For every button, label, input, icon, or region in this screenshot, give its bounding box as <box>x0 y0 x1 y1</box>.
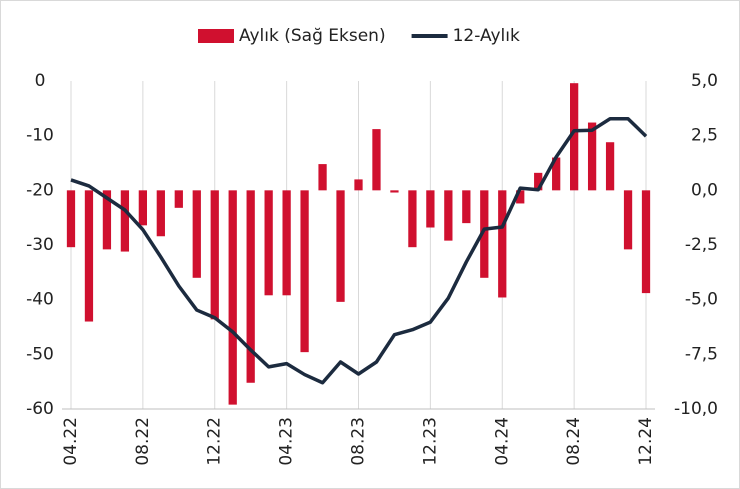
y-tick-label: -40 <box>26 290 54 310</box>
legend-label: Aylık (Sağ Eksen) <box>239 26 386 46</box>
y2-tick-label: 0,0 <box>691 180 718 200</box>
bar <box>426 190 435 228</box>
x-tick-label: 12.23 <box>420 417 440 466</box>
legend-label: 12-Aylık <box>453 26 520 46</box>
x-tick-label: 04.22 <box>61 417 81 466</box>
bar <box>264 190 273 296</box>
x-tick-label: 08.22 <box>133 417 153 466</box>
bar <box>534 172 543 191</box>
y2-tick-label: 5,0 <box>691 71 718 91</box>
bar <box>210 190 219 320</box>
y-tick-label: -10 <box>26 126 54 146</box>
y2-tick-label: -2,5 <box>685 235 718 255</box>
bar <box>174 190 183 208</box>
bar <box>444 190 453 241</box>
x-tick-label: 04.24 <box>492 417 512 466</box>
bar <box>552 157 561 191</box>
bar <box>282 190 291 296</box>
bar <box>462 190 471 224</box>
y2-tick-label: -5,0 <box>685 290 718 310</box>
legend-swatch <box>198 29 234 43</box>
bar <box>246 190 255 383</box>
bar <box>480 190 489 278</box>
bar <box>372 129 381 191</box>
y2-tick-label: -7,5 <box>685 344 718 364</box>
bar <box>66 190 76 248</box>
y2-tick-label: -10,0 <box>674 399 718 419</box>
bar <box>156 190 165 237</box>
bar <box>102 190 112 250</box>
bar <box>570 83 579 191</box>
y-tick-label: 0 <box>35 71 46 91</box>
x-tick-label: 04.23 <box>277 417 297 466</box>
bar <box>390 190 399 193</box>
bar <box>498 190 507 298</box>
x-tick-label: 08.23 <box>349 417 369 466</box>
x-tick-label: 08.24 <box>564 417 584 466</box>
y2-tick-label: 2,5 <box>691 126 718 146</box>
bar <box>516 190 525 204</box>
bar <box>354 179 363 191</box>
bar <box>138 190 147 226</box>
y-tick-label: -50 <box>26 344 54 364</box>
bar <box>623 190 633 250</box>
bar <box>120 190 130 252</box>
bar <box>192 190 201 278</box>
bar <box>605 142 615 191</box>
bar <box>336 190 345 302</box>
line <box>70 116 648 385</box>
bar <box>318 164 327 191</box>
y-tick-label: -60 <box>26 399 54 419</box>
x-tick-label: 12.24 <box>636 417 656 466</box>
x-tick-label: 12.22 <box>205 417 225 466</box>
bar <box>641 190 651 294</box>
bar <box>587 122 597 191</box>
bar <box>408 190 417 248</box>
bar <box>300 190 309 353</box>
y-tick-label: -20 <box>26 180 54 200</box>
y-tick-label: -30 <box>26 235 54 255</box>
bar <box>228 190 237 405</box>
bar <box>84 190 94 322</box>
